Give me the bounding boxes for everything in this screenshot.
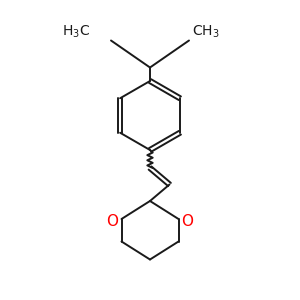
Text: O: O bbox=[182, 214, 194, 229]
Text: CH$_3$: CH$_3$ bbox=[192, 23, 220, 40]
Text: O: O bbox=[106, 214, 119, 229]
Text: H$_3$C: H$_3$C bbox=[62, 23, 90, 40]
